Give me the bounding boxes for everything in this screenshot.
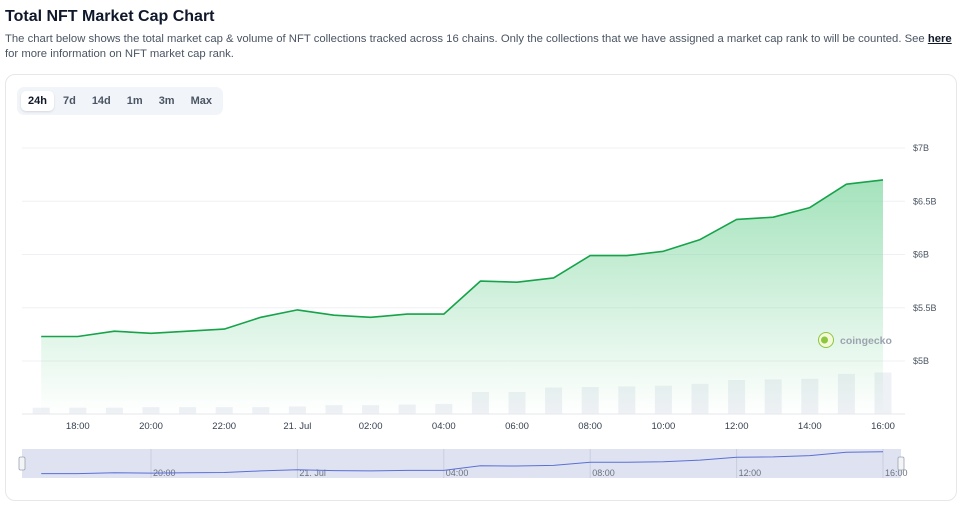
tab-max[interactable]: Max (190, 95, 212, 107)
data-point[interactable] (368, 315, 372, 319)
tab-14d[interactable]: 14d (91, 95, 111, 107)
navigator-tick-label: 12:00 (739, 468, 762, 478)
page-title: Total NFT Market Cap Chart (5, 8, 215, 25)
x-tick-label: 06:00 (505, 421, 529, 432)
navigator-line (41, 451, 884, 475)
x-tick-label: 16:00 (871, 421, 895, 432)
data-point[interactable] (698, 237, 702, 241)
navigator-tick-label: 08:00 (592, 468, 615, 478)
y-tick-label: $5B (913, 356, 929, 366)
data-point[interactable] (149, 331, 153, 335)
data-point[interactable] (295, 308, 299, 312)
y-tick-label: $6.5B (913, 196, 937, 206)
data-point[interactable] (881, 178, 885, 182)
y-tick-label: $6B (913, 250, 929, 260)
coingecko-logo-mark (821, 336, 828, 344)
data-point[interactable] (661, 249, 665, 253)
data-point[interactable] (259, 315, 263, 319)
x-tick-label: 21. Jul (283, 421, 311, 432)
navigator-tick-label: 04:00 (446, 468, 469, 478)
tab-1m[interactable]: 1m (126, 95, 143, 107)
tab-3m[interactable]: 3m (158, 95, 175, 107)
navigator-tick-label: 21. Jul (299, 468, 326, 478)
data-point[interactable] (588, 253, 592, 257)
x-tick-label: 14:00 (798, 421, 822, 432)
navigator-handle-left[interactable] (18, 456, 26, 471)
x-tick-label: 02:00 (359, 421, 383, 432)
chart-description: The chart below shows the total market c… (5, 32, 955, 62)
data-point[interactable] (734, 217, 738, 221)
coingecko-watermark: coingecko (840, 335, 892, 347)
data-point[interactable] (76, 334, 80, 338)
data-point[interactable] (478, 279, 482, 283)
x-tick-label: 08:00 (578, 421, 602, 432)
x-tick-label: 22:00 (212, 421, 236, 432)
market-cap-rank-link[interactable]: here (927, 33, 952, 45)
data-point[interactable] (332, 313, 336, 317)
data-point[interactable] (515, 280, 519, 284)
y-tick-label: $7B (913, 143, 929, 153)
market-cap-area (41, 179, 883, 414)
navigator-handle-right[interactable] (897, 456, 905, 471)
data-point[interactable] (405, 312, 409, 316)
market-cap-line (41, 179, 884, 338)
data-point[interactable] (442, 312, 446, 316)
tab-7d[interactable]: 7d (62, 95, 76, 107)
data-point[interactable] (222, 327, 226, 331)
description-text-end: for more information on NFT market cap r… (5, 48, 234, 60)
x-tick-label: 04:00 (432, 421, 456, 432)
y-tick-label: $5.5B (913, 303, 937, 313)
data-point[interactable] (771, 215, 775, 219)
data-point[interactable] (551, 276, 555, 280)
data-point[interactable] (39, 334, 43, 338)
navigator-tick-label: 16:00 (885, 468, 908, 478)
data-point[interactable] (185, 329, 189, 333)
x-tick-label: 20:00 (139, 421, 163, 432)
data-point[interactable] (808, 205, 812, 209)
data-point[interactable] (625, 253, 629, 257)
x-tick-label: 12:00 (725, 421, 749, 432)
description-text: The chart below shows the total market c… (5, 33, 928, 45)
data-point[interactable] (112, 329, 116, 333)
x-tick-label: 18:00 (66, 421, 90, 432)
data-point[interactable] (844, 182, 848, 186)
time-range-tabs: 24h 7d 14d 1m 3m Max (17, 87, 223, 115)
tab-24h[interactable]: 24h (21, 91, 54, 111)
x-tick-label: 10:00 (652, 421, 676, 432)
